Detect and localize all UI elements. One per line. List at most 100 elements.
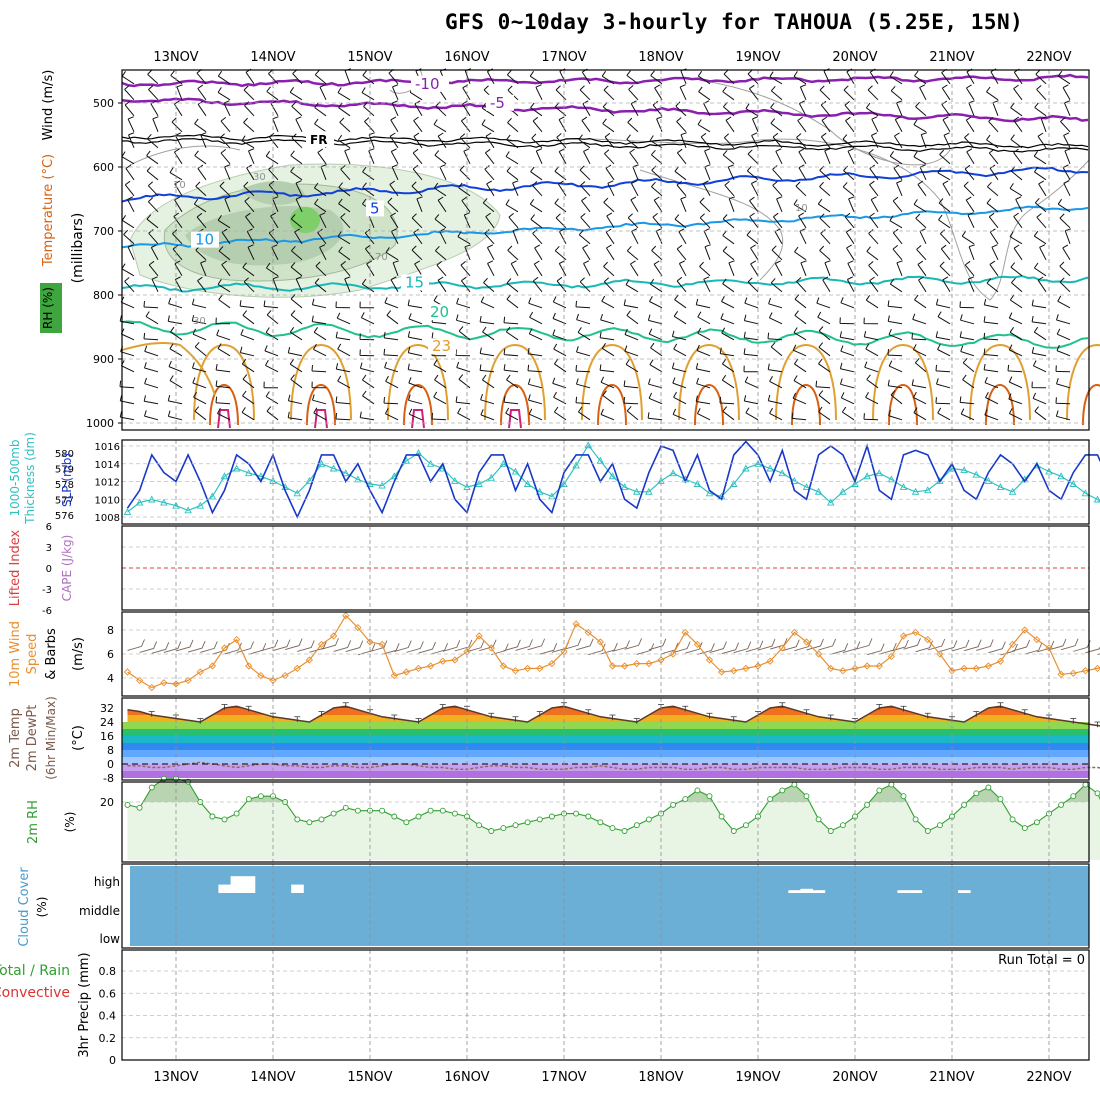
wind-barb: [1007, 364, 1023, 373]
wind-barb: [200, 260, 207, 276]
panel-frame-upper: [121, 69, 1090, 431]
date-label-top: 20NOV: [832, 50, 877, 65]
temp-minmax-bar: [973, 711, 980, 717]
rh-point: [633, 822, 640, 829]
rh-axis-title: RH (%): [41, 287, 55, 329]
wind-barb: [336, 312, 351, 325]
wind-barb-10m: [503, 639, 521, 652]
wind-barb: [725, 116, 735, 133]
wind-barb: [869, 212, 879, 229]
wind-barb: [337, 231, 351, 245]
rh-point: [488, 828, 495, 834]
isotherm-line: [121, 134, 1089, 149]
wind-barb: [290, 374, 303, 389]
wind-barb: [248, 148, 255, 164]
temp-minmax-bar: [779, 702, 786, 708]
wind-barb: [412, 164, 423, 181]
wind-barb: [168, 360, 183, 373]
rh-point: [718, 813, 725, 820]
wind-barb: [437, 196, 447, 213]
wind-barb: [986, 198, 999, 213]
wind-barb: [311, 381, 327, 389]
wind-barb: [144, 410, 159, 421]
wind-barb: [960, 314, 975, 325]
wind-barb: [529, 311, 543, 325]
wind-barb: [986, 278, 999, 293]
wind-barb: [295, 116, 303, 133]
wind-barb: [939, 229, 951, 245]
wind-barb: [1011, 277, 1023, 293]
wind-barb-10m: [1036, 640, 1055, 653]
cloud-level-label: low: [100, 932, 121, 946]
wind-speed-point: [184, 676, 192, 685]
wind-barb: [510, 260, 519, 277]
rh-contour-label: 30: [193, 316, 206, 327]
wind-barb: [625, 359, 639, 373]
wind-barb: [169, 375, 183, 389]
rh-point: [330, 810, 337, 817]
wind-barb: [194, 150, 207, 165]
wind-barb: [384, 297, 399, 309]
wind-barb: [507, 245, 519, 261]
wind-barb: [1032, 392, 1047, 405]
thickness-point: [560, 480, 568, 487]
wind-barb-10m: [915, 640, 934, 653]
wind-barb: [364, 117, 375, 133]
wind-barb: [335, 363, 351, 373]
wind-barb: [433, 182, 447, 197]
wind-barb: [603, 277, 615, 293]
wind-speed-point: [160, 679, 168, 687]
wind-barb: [359, 362, 375, 373]
wind-barb: [623, 380, 639, 389]
thickness-point: [220, 472, 229, 480]
wind-barb: [818, 342, 831, 357]
wind-barb: [386, 310, 399, 325]
wind-barb: [319, 84, 327, 101]
wind-barb: [799, 228, 807, 245]
wind-barb: [817, 198, 831, 213]
wind-barb: [722, 230, 735, 245]
wind-barb: [287, 411, 303, 421]
wind-barb: [196, 212, 207, 229]
rh-point: [864, 801, 871, 808]
wind-barb: [1037, 132, 1047, 149]
wind-barb: [529, 70, 543, 85]
wind-barb-10m: [721, 642, 740, 655]
wind-barb-10m: [867, 643, 885, 656]
wind-barb: [680, 132, 687, 148]
wind-barb: [623, 299, 639, 309]
date-label-top: 14NOV: [250, 50, 295, 65]
wind-barb: [795, 181, 807, 197]
wind-barb: [604, 149, 615, 165]
wind-barb-10m: [757, 638, 776, 651]
wind-barb: [890, 85, 903, 101]
panel-frame-wind: [121, 611, 1090, 697]
wind-barb: [890, 390, 903, 405]
wind-barb: [968, 100, 975, 116]
wind-barb: [697, 311, 711, 325]
wind-barb: [124, 100, 135, 117]
wind-barb: [703, 276, 711, 293]
wind-barb-10m: [709, 641, 727, 654]
wind-barb: [313, 182, 327, 197]
wind-barb: [581, 116, 591, 133]
date-label-bottom: 15NOV: [347, 1070, 392, 1085]
wind-barb: [576, 346, 591, 357]
temp-minmax-bar: [876, 704, 883, 710]
wind-barb: [679, 84, 687, 101]
wind-barb: [362, 166, 375, 181]
wind-barb: [1031, 381, 1047, 389]
wind-barbs: [119, 68, 1072, 421]
wind-barb: [722, 278, 735, 293]
wind-barb: [769, 71, 783, 85]
wind-barb: [629, 260, 639, 277]
wind-barb: [363, 101, 375, 117]
wind-barb: [896, 260, 903, 276]
wind-barb: [217, 70, 231, 85]
wind-barb: [512, 180, 519, 196]
wind-barb: [124, 277, 135, 293]
rh-point: [791, 781, 798, 788]
wind-speed-point: [1057, 670, 1065, 679]
wind-barb: [603, 197, 615, 213]
wind-barb: [697, 70, 711, 85]
